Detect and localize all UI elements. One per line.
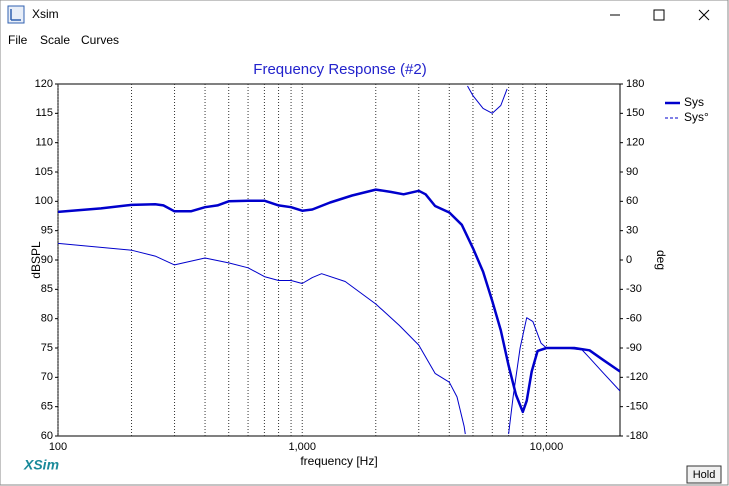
y2-tick-label: -120 (626, 371, 648, 383)
menu-item[interactable]: Scale (40, 33, 70, 47)
y-tick-label: 115 (35, 107, 53, 119)
y-axis-label: dBSPL (29, 241, 43, 279)
y2-tick-label: 150 (626, 107, 644, 119)
y2-tick-label: -150 (626, 401, 648, 413)
window-title: Xsim (32, 7, 59, 21)
maximize-button[interactable] (653, 9, 665, 21)
y-tick-label: 110 (35, 137, 53, 149)
y2-tick-label: -60 (626, 313, 642, 325)
y-tick-label: 70 (41, 371, 53, 383)
y2-axis-label: deg (654, 250, 668, 270)
menu-item[interactable]: Curves (81, 33, 119, 47)
y2-tick-label: -90 (626, 342, 642, 354)
legend-label: Sys° (684, 110, 709, 124)
series-line (58, 188, 620, 414)
legend-label: Sys (684, 95, 704, 109)
hold-button[interactable] (686, 465, 722, 484)
app-icon (7, 5, 25, 24)
y-tick-label: 120 (35, 78, 53, 90)
y-tick-label: 75 (41, 342, 53, 354)
y2-tick-label: 90 (626, 166, 638, 178)
y2-tick-label: 60 (626, 195, 638, 207)
hold-button-label[interactable]: Hold (693, 469, 716, 481)
y-tick-label: 80 (41, 313, 53, 325)
y-tick-label: 90 (41, 254, 53, 266)
close-button[interactable] (698, 9, 710, 21)
y2-tick-label: 30 (626, 225, 638, 237)
y-tick-label: 65 (41, 401, 53, 413)
y-tick-label: 95 (41, 225, 53, 237)
chart-title: Frequency Response (#2) (253, 61, 426, 78)
y2-tick-label: -30 (626, 283, 642, 295)
y-tick-label: 60 (41, 430, 53, 442)
y2-tick-label: 0 (626, 254, 632, 266)
x-tick-label: 1,000 (288, 441, 316, 453)
app-icon-glyph (10, 9, 21, 21)
logo: XSim (23, 457, 59, 473)
x-tick-label: 10,000 (530, 441, 564, 453)
x-axis-label: frequency [Hz] (300, 454, 377, 468)
y-tick-label: 105 (35, 166, 53, 178)
y-tick-label: 85 (41, 283, 53, 295)
plot-area (57, 83, 621, 437)
y-tick-label: 100 (35, 195, 53, 207)
series-line (58, 85, 620, 435)
menu-item[interactable]: File (8, 33, 28, 47)
y2-tick-label: -180 (626, 430, 648, 442)
y2-tick-label: 180 (626, 78, 644, 90)
x-tick-label: 100 (49, 441, 67, 453)
y2-tick-label: 120 (626, 137, 644, 149)
